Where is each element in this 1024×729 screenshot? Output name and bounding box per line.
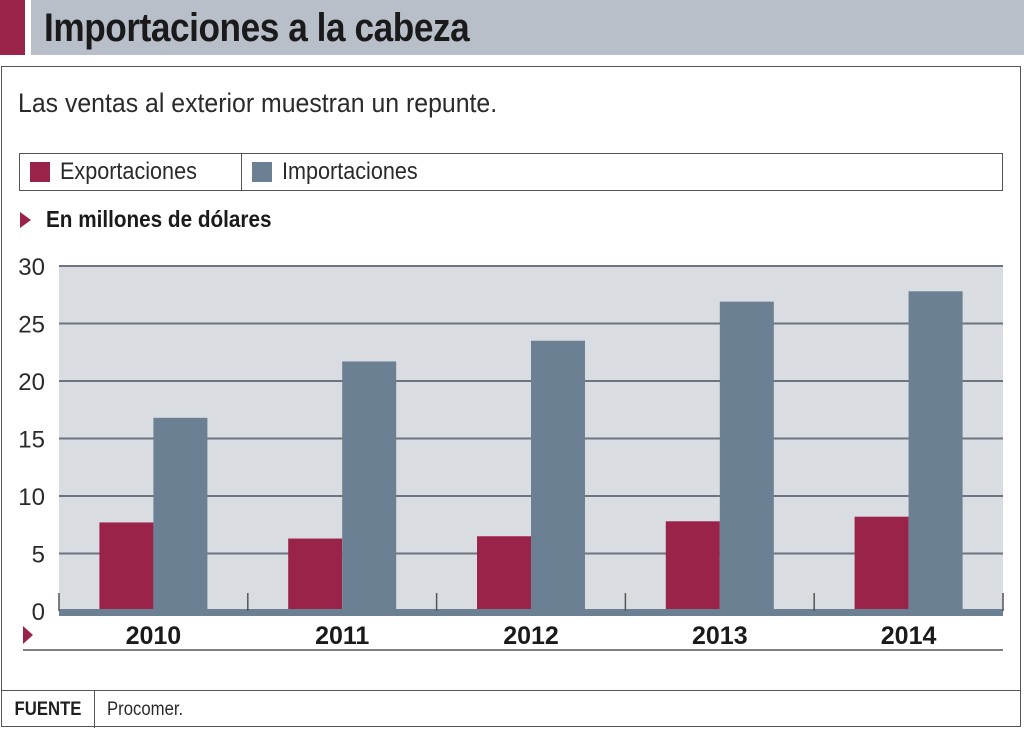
x-tick-label: 2010 <box>126 622 182 650</box>
y-axis-unit-label: En millones de dólares <box>46 206 272 232</box>
chart-subtitle: Las ventas al exterior muestran un repun… <box>18 88 498 118</box>
y-tick-label: 30 <box>18 254 45 281</box>
bar-exportaciones-2014 <box>854 516 909 611</box>
bar-importaciones-2011 <box>342 361 397 611</box>
x-axis-baseline <box>59 609 1003 616</box>
x-axis-triangle-icon <box>23 626 33 644</box>
source-key-text: FUENTE <box>14 698 81 720</box>
title-accent-block <box>0 0 25 55</box>
bar-chart: 0 5 10 15 20 25 30 2010 2011 2012 2013 2014 <box>18 254 1004 651</box>
legend-label-exportaciones: Exportaciones <box>60 158 197 185</box>
title-bar: Importaciones a la cabeza <box>0 0 1024 55</box>
title-background <box>31 0 1024 55</box>
bar-exportaciones-2010 <box>99 522 154 611</box>
bar-exportaciones-2013 <box>665 521 720 611</box>
bar-exportaciones-2012 <box>477 536 531 611</box>
x-tick-label: 2013 <box>692 622 748 650</box>
bar-importaciones-2014 <box>908 291 963 611</box>
y-tick-label: 10 <box>18 484 45 511</box>
legend-item-importaciones: Importaciones <box>242 154 433 190</box>
triangle-bullet-icon <box>20 211 31 228</box>
legend-swatch-exportaciones <box>30 162 50 182</box>
x-tick-label: 2014 <box>881 622 937 650</box>
y-tick-label: 0 <box>32 599 45 626</box>
y-tick-label: 15 <box>18 427 45 454</box>
y-tick-label: 20 <box>18 369 45 396</box>
legend-label-importaciones: Importaciones <box>282 158 418 185</box>
legend-item-exportaciones: Exportaciones <box>20 154 242 190</box>
legend: Exportaciones Importaciones <box>19 153 1003 191</box>
y-tick-label: 25 <box>18 312 45 339</box>
source-value-text: Procomer. <box>107 698 184 720</box>
y-tick-label: 5 <box>32 542 45 569</box>
legend-swatch-importaciones <box>252 162 272 182</box>
bar-importaciones-2012 <box>531 340 585 611</box>
x-tick-label: 2011 <box>315 622 369 650</box>
source-footer: FUENTE Procomer. <box>1 690 1021 728</box>
bar-importaciones-2013 <box>719 301 774 611</box>
source-key: FUENTE <box>1 691 95 728</box>
source-value: Procomer. <box>95 699 194 721</box>
unit-label: En millones de dólares <box>20 206 297 233</box>
chart-title: Importaciones a la cabeza <box>44 6 470 50</box>
chart-frame <box>1 66 1021 727</box>
bar-importaciones-2010 <box>153 417 208 611</box>
x-tick-label: 2012 <box>503 622 559 650</box>
bar-exportaciones-2011 <box>288 538 343 611</box>
